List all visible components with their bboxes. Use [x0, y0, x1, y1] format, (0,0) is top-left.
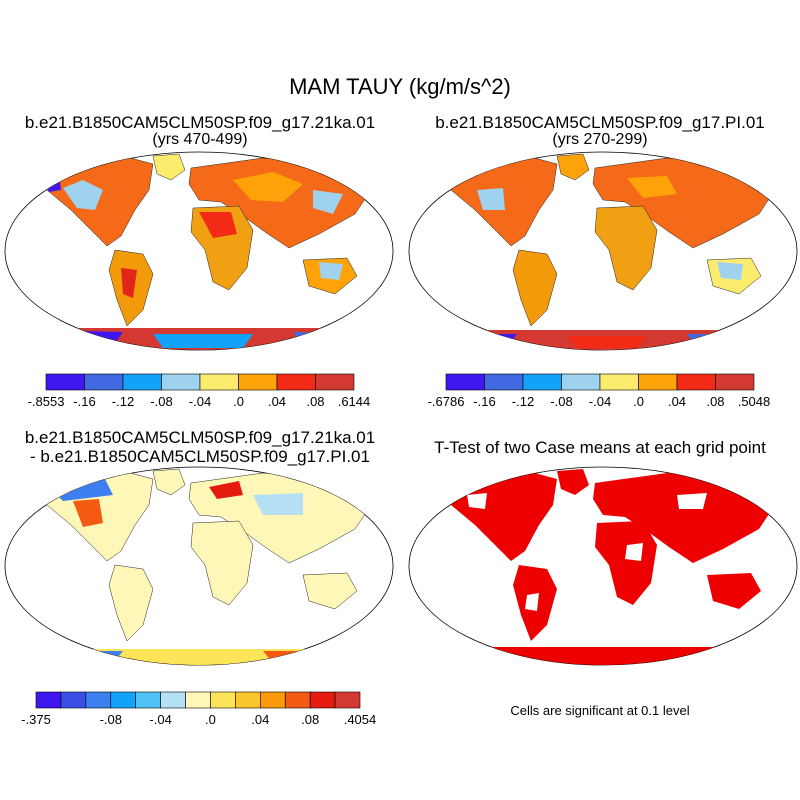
colorbar-box — [85, 691, 112, 709]
colorbar-tick-label: -.12 — [512, 394, 534, 409]
colorbar-top-right: -.6786 -.16 -.12 -.08 -.04 .0 .04 .08 .5048 — [428, 373, 771, 409]
panel-title-top-left: b.e21.B1850CAM5CLM50SP.f09_g17.21ka.01 — [24, 113, 376, 132]
panel-subtitle-top-left: (yrs 470-499) — [152, 131, 248, 148]
colorbar-box — [715, 373, 755, 391]
colorbar-tick-label: .5048 — [738, 394, 771, 409]
colorbar-box — [599, 373, 639, 391]
panel-title-bottom-right: T-Test of two Case means at each grid po… — [434, 438, 766, 457]
colorbar-bottom-left: -.375 -.08 -.04 .0 .04 .08 .4054 — [21, 691, 377, 727]
colorbar-tick-label: .08 — [706, 394, 724, 409]
map-bottom-right — [408, 466, 798, 666]
colorbar-tick-label: .04 — [668, 394, 686, 409]
colorbar-tick-label: -.04 — [149, 712, 171, 727]
map-top-left — [4, 151, 394, 351]
colorbar-box — [445, 373, 485, 391]
colorbar-box — [122, 373, 162, 391]
colorbar-box — [561, 373, 601, 391]
colorbar-box — [484, 373, 524, 391]
panel-title-bottom-left-line1: b.e21.B1850CAM5CLM50SP.f09_g17.21ka.01 — [24, 428, 376, 447]
colorbar-box — [60, 691, 87, 709]
colorbar-tick-label: -.08 — [100, 712, 122, 727]
colorbar-tick-label: .0 — [633, 394, 644, 409]
colorbar-box — [84, 373, 124, 391]
colorbar-tick-label: -.04 — [189, 394, 211, 409]
colorbar-tick-label: .04 — [268, 394, 286, 409]
colorbar-box — [110, 691, 136, 709]
colorbar-tick-label: .08 — [306, 394, 324, 409]
colorbar-box — [45, 373, 85, 391]
colorbar-box — [315, 373, 355, 391]
significance-note: Cells are significant at 0.1 level — [510, 703, 690, 718]
colorbar-box — [284, 691, 311, 709]
colorbar-tick-label: -.08 — [150, 394, 172, 409]
map-top-right — [408, 151, 798, 351]
colorbar-box — [638, 373, 678, 391]
colorbar-box — [235, 691, 261, 709]
panel-subtitle-top-right: (yrs 270-299) — [552, 131, 648, 148]
colorbar-top-left: -.8553 -.16 -.12 -.08 -.04 .0 .04 .08 .6144 — [28, 373, 371, 409]
panel-title-top-right: b.e21.B1850CAM5CLM50SP.f09_g17.PI.01 — [435, 113, 765, 132]
colorbar-tick-label: -.8553 — [28, 394, 65, 409]
colorbar-tick-label: -.12 — [112, 394, 134, 409]
colorbar-box — [160, 691, 186, 709]
colorbar-tick-label: .0 — [205, 712, 216, 727]
colorbar-tick-label: -.16 — [73, 394, 95, 409]
colorbar-tick-label: .04 — [251, 712, 269, 727]
colorbar-tick-label: .4054 — [344, 712, 377, 727]
colorbar-tick-label: -.375 — [21, 712, 51, 727]
colorbar-box — [135, 691, 161, 709]
colorbar-box — [676, 373, 716, 391]
colorbar-tick-label: -.08 — [550, 394, 572, 409]
colorbar-box — [276, 373, 316, 391]
colorbar-box — [309, 691, 336, 709]
colorbar-box — [185, 691, 211, 709]
colorbar-tick-label: .0 — [233, 394, 244, 409]
colorbar-box — [199, 373, 239, 391]
colorbar-box — [161, 373, 201, 391]
colorbar-box — [260, 691, 286, 709]
colorbar-box — [210, 691, 236, 709]
colorbar-tick-label: -.6786 — [428, 394, 465, 409]
colorbar-tick-label: .08 — [301, 712, 319, 727]
panel-title-bottom-left-line2: - b.e21.B1850CAM5CLM50SP.f09_g17.PI.01 — [30, 447, 370, 466]
colorbar-box — [334, 691, 361, 709]
page-title: MAM TAUY (kg/m/s^2) — [289, 74, 511, 99]
colorbar-tick-label: -.16 — [473, 394, 495, 409]
colorbar-box — [522, 373, 562, 391]
colorbar-box — [238, 373, 278, 391]
colorbar-tick-label: -.04 — [589, 394, 611, 409]
colorbar-tick-label: .6144 — [338, 394, 371, 409]
colorbar-box — [35, 691, 62, 709]
map-bottom-left — [4, 466, 394, 666]
